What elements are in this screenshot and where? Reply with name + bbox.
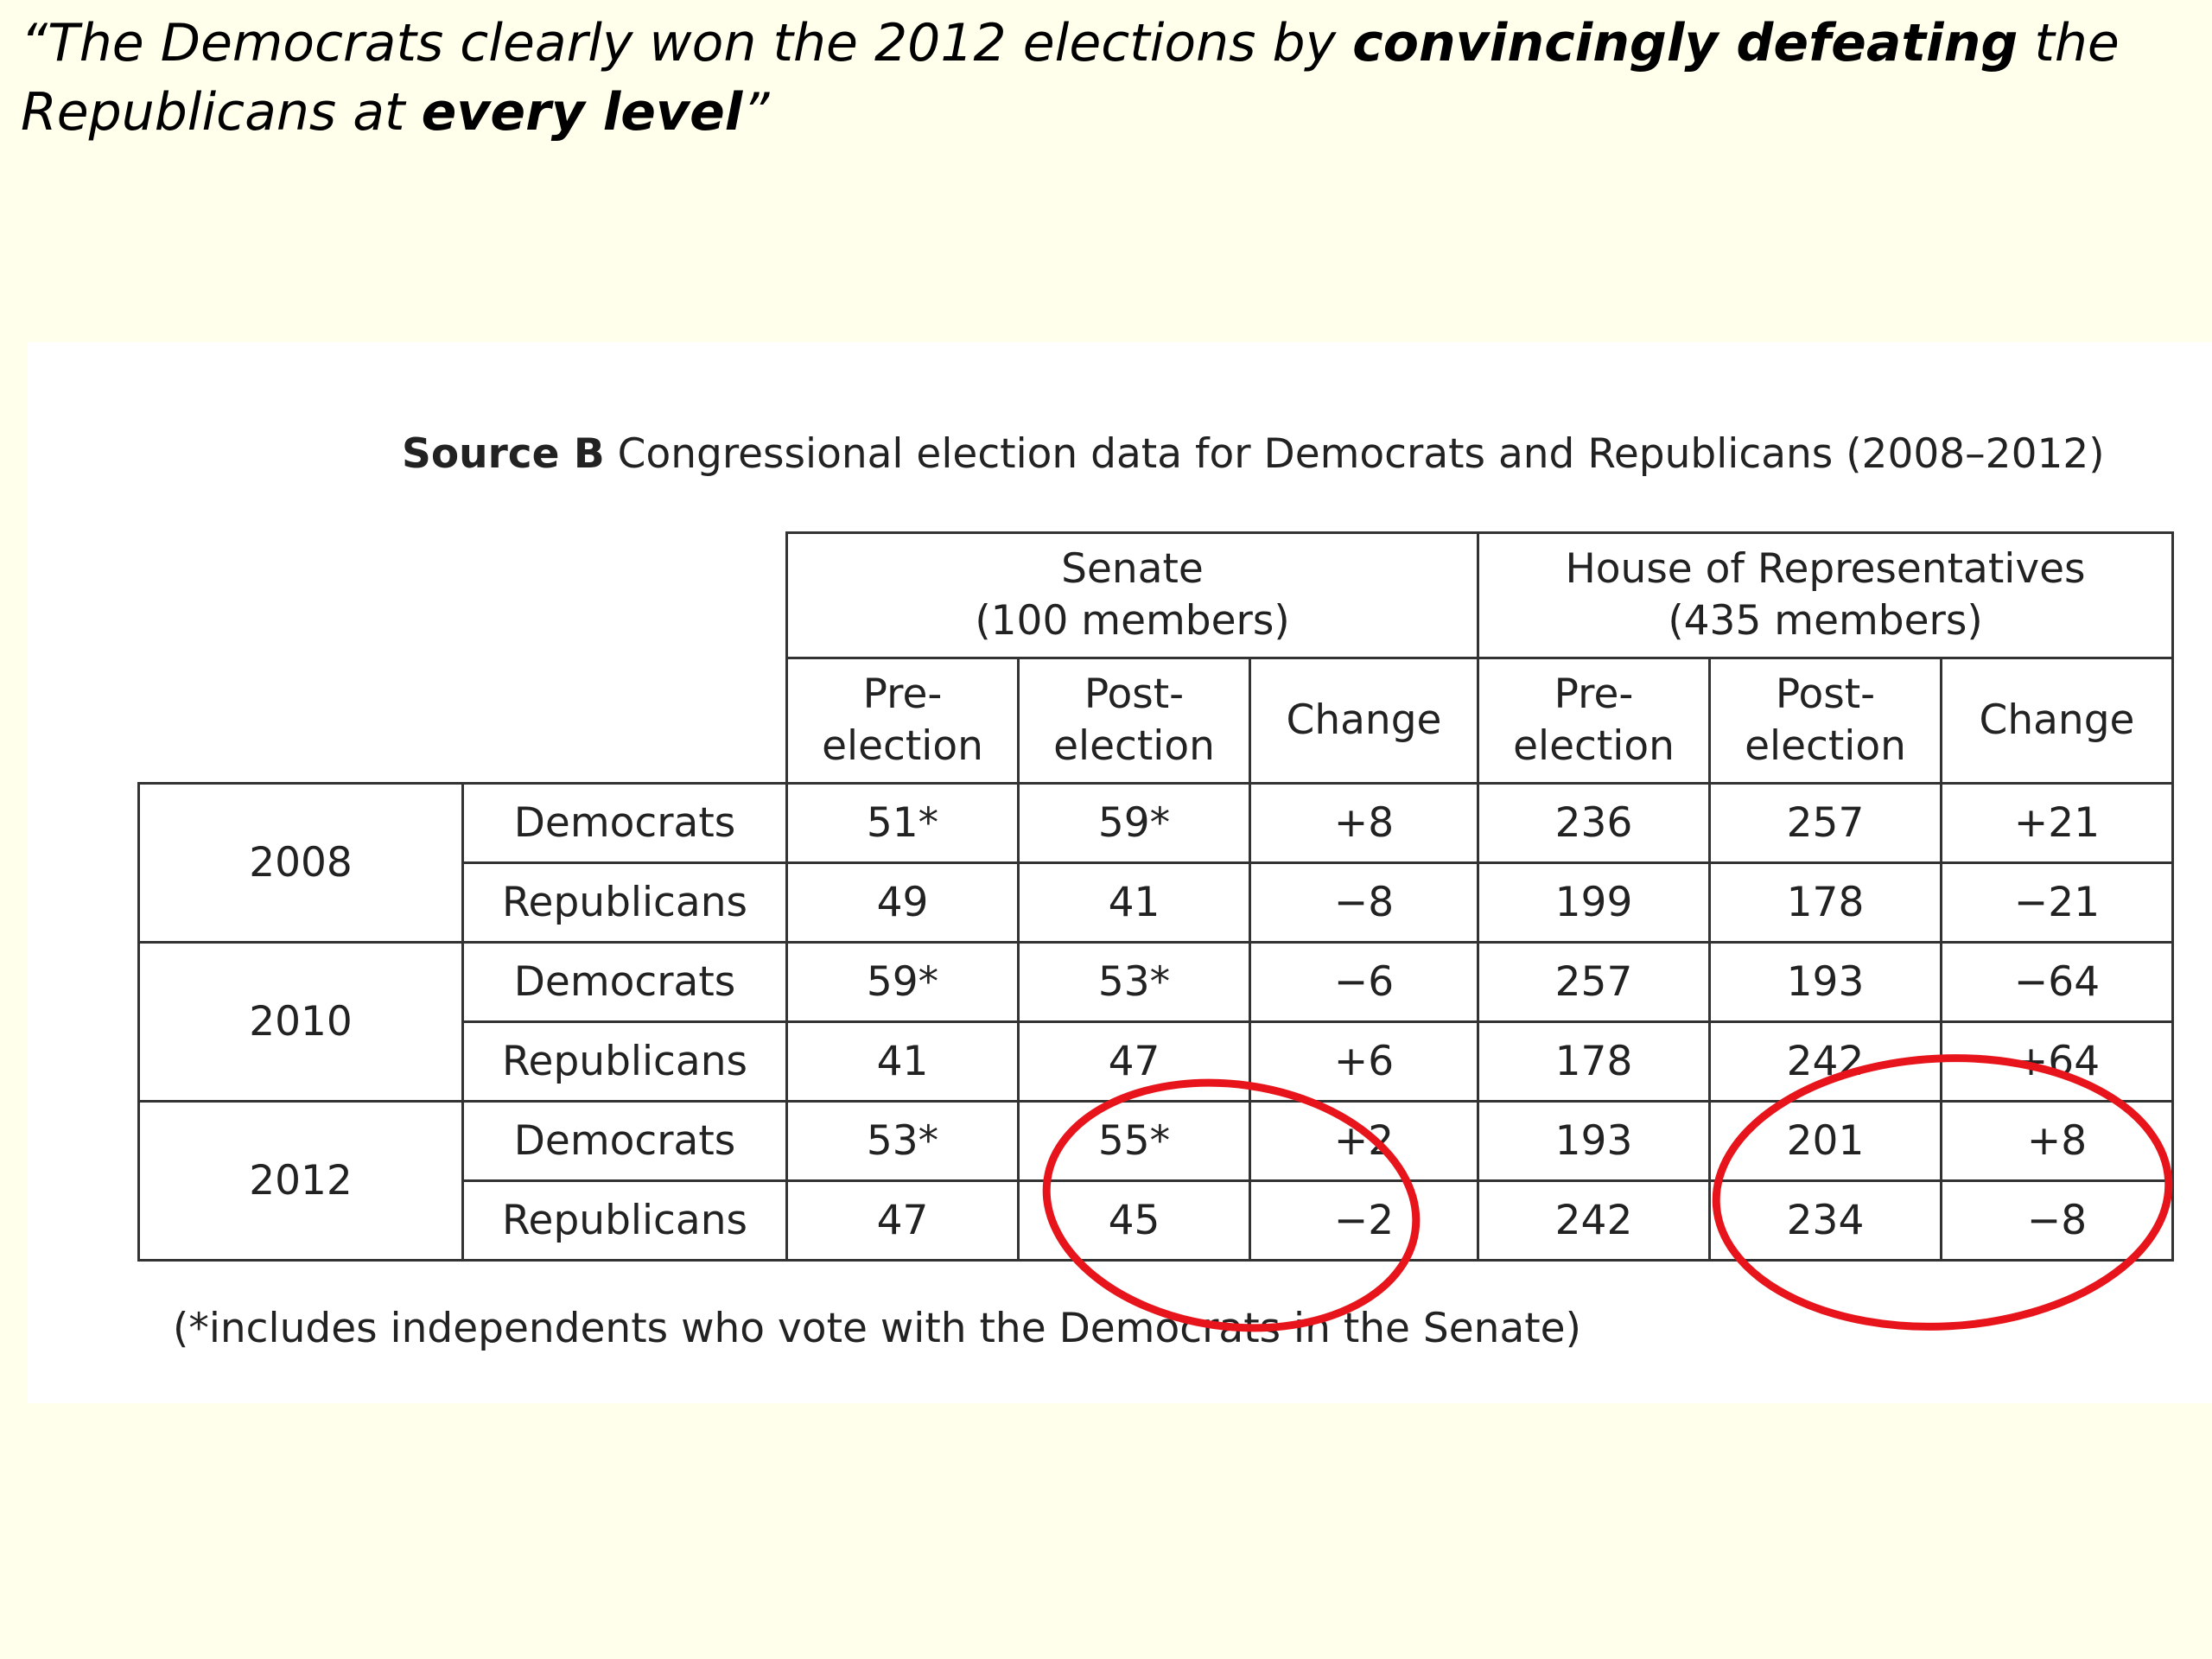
value-cell: −8 [1249,861,1479,944]
quote-part-1: “The Democrats clearly won the 2012 elec… [21,13,1353,73]
value-cell: −2 [1249,1179,1479,1262]
column-header: Post-election [1708,657,1942,785]
party-cell: Republicans [461,861,788,944]
value-cell: −64 [1940,941,2174,1023]
value-cell: 49 [785,861,1020,944]
table-row: 2010 Democrats 59* 53* −6 257 193 −64 [137,941,2174,1103]
value-cell: 242 [1477,1179,1711,1262]
value-cell: 55* [1017,1100,1251,1182]
group-header-line: (100 members) [975,597,1290,645]
value-cell: 193 [1477,1100,1711,1182]
source-title: Congressional election data for Democrat… [617,430,2105,478]
value-cell: +8 [1940,1100,2174,1182]
party-cell: Republicans [461,1179,788,1262]
table-row: 2012 Democrats 53* 55* +2 193 201 +8 [137,1100,2174,1262]
value-cell: 41 [1017,861,1251,944]
quote-emphasis-2: every level [421,82,743,143]
footnote: (*includes independents who vote with th… [173,1305,1581,1352]
group-header-line: (435 members) [1668,597,1983,645]
value-cell: 257 [1708,782,1942,864]
value-cell: 234 [1708,1179,1942,1262]
value-cell: 178 [1477,1020,1711,1103]
value-cell: 193 [1708,941,1942,1023]
group-header-line: House of Representatives [1565,545,2086,593]
value-cell: 53* [785,1100,1020,1182]
value-cell: 178 [1708,861,1942,944]
quote-emphasis-1: convincingly defeating [1352,13,2018,73]
source-label: Source B [402,430,605,478]
value-cell: +8 [1249,782,1479,864]
party-cell: Democrats [461,782,788,864]
column-header: Change [1940,657,2174,785]
value-cell: 242 [1708,1020,1942,1103]
value-cell: 59* [1017,782,1251,864]
value-cell: 51* [785,782,1020,864]
column-header: Post-election [1017,657,1251,785]
value-cell: −8 [1940,1179,2174,1262]
source-caption: Source B Congressional election data for… [402,430,2105,478]
value-cell: −6 [1249,941,1479,1023]
table-corner [139,658,787,784]
value-cell: 41 [785,1020,1020,1103]
party-cell: Democrats [461,1100,788,1182]
value-cell: +64 [1940,1020,2174,1103]
party-cell: Democrats [461,941,788,1023]
value-cell: 45 [1017,1179,1251,1262]
value-cell: 201 [1708,1100,1942,1182]
group-header-line: Senate [1061,545,1204,593]
column-header: Pre-election [785,657,1020,785]
value-cell: 199 [1477,861,1711,944]
year-cell: 2010 [137,941,464,1103]
value-cell: 236 [1477,782,1711,864]
column-header: Change [1249,657,1479,785]
group-header-house: House of Representatives (435 members) [1477,531,2174,659]
table-corner [139,533,787,658]
value-cell: +2 [1249,1100,1479,1182]
value-cell: 257 [1477,941,1711,1023]
year-cell: 2012 [137,1100,464,1262]
quote-text: “The Democrats clearly won the 2012 elec… [21,9,2198,147]
value-cell: 47 [785,1179,1020,1262]
quote-part-2: the Republicans at [21,13,2120,143]
group-header-senate: Senate (100 members) [785,531,1479,659]
year-cell: 2008 [137,782,464,944]
column-header: Pre-election [1477,657,1711,785]
party-cell: Republicans [461,1020,788,1103]
value-cell: −21 [1940,861,2174,944]
value-cell: +6 [1249,1020,1479,1103]
table-row: Republicans 49 41 −8 199 178 −21 [139,861,2174,944]
value-cell: 53* [1017,941,1251,1023]
value-cell: 47 [1017,1020,1251,1103]
election-table: Senate (100 members) House of Representat… [137,531,2174,1262]
value-cell: +21 [1940,782,2174,864]
value-cell: 59* [785,941,1020,1023]
table-row: 2008 Democrats 51* 59* +8 236 257 +21 [137,782,2174,944]
quote-part-3: ” [742,82,770,143]
